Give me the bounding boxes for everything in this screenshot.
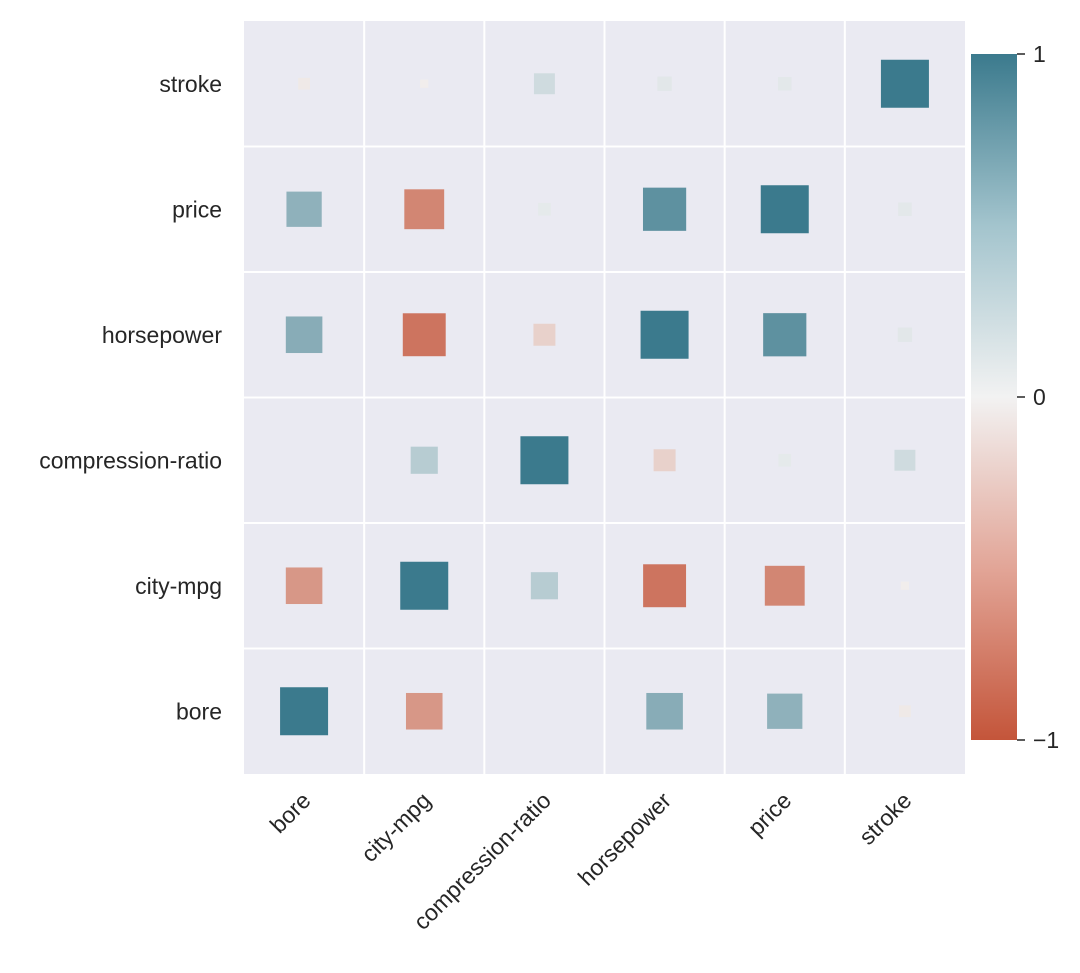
colorbar-tick-label: −1 bbox=[1033, 727, 1059, 753]
heatmap-cell-stroke-price bbox=[777, 76, 792, 91]
heatmap-cell-stroke-compression-ratio bbox=[533, 73, 555, 95]
heatmap-cell-city-mpg-horsepower bbox=[643, 564, 687, 608]
heatmap-cell-bore-city-mpg bbox=[405, 692, 443, 730]
heatmap-cell-stroke-city-mpg bbox=[420, 79, 429, 88]
heatmap-cell-price-city-mpg bbox=[404, 189, 445, 230]
heatmap-cell-horsepower-price bbox=[763, 313, 807, 357]
heatmap-cell-price-horsepower bbox=[642, 187, 687, 231]
heatmap-cell-price-price bbox=[760, 185, 809, 234]
y-tick-labels: stroke price horsepower compression-ratio ci… bbox=[39, 71, 222, 725]
y-tick-label: city-mpg bbox=[135, 573, 222, 599]
colorbar-tick-label: 1 bbox=[1033, 41, 1046, 67]
heatmap-cells bbox=[280, 59, 929, 736]
x-tick-label: city-mpg bbox=[356, 787, 436, 867]
heatmap-cell-price-compression-ratio bbox=[538, 202, 551, 216]
heatmap-cell-city-mpg-price bbox=[764, 565, 805, 606]
x-tick-label: bore bbox=[265, 787, 316, 838]
heatmap-cell-stroke-horsepower bbox=[657, 76, 672, 91]
heatmap-cell-price-bore bbox=[286, 191, 322, 227]
heatmap-cell-compression-ratio-price bbox=[778, 453, 792, 467]
heatmap-cell-city-mpg-compression-ratio bbox=[530, 572, 558, 600]
heatmap-cell-horsepower-city-mpg bbox=[402, 313, 446, 357]
heatmap-cell-compression-ratio-city-mpg bbox=[410, 446, 438, 474]
heatmap-cell-bore-price bbox=[767, 693, 803, 729]
y-tick-label: bore bbox=[176, 698, 222, 724]
heatmap-cell-city-mpg-bore bbox=[285, 567, 323, 605]
x-tick-label: price bbox=[743, 787, 797, 841]
x-tick-label: stroke bbox=[854, 787, 917, 850]
heatmap-cell-price-stroke bbox=[898, 202, 912, 217]
colorbar: 1 0 −1 bbox=[971, 41, 1059, 753]
heatmap-cell-city-mpg-city-mpg bbox=[400, 561, 449, 610]
heatmap-cell-city-mpg-stroke bbox=[900, 581, 910, 590]
y-tick-label: horsepower bbox=[102, 322, 223, 348]
x-tick-label: horsepower bbox=[573, 787, 677, 891]
heatmap-cell-compression-ratio-horsepower bbox=[653, 449, 676, 472]
heatmap-cell-stroke-bore bbox=[298, 77, 310, 90]
heatmap-cell-bore-bore bbox=[280, 687, 329, 736]
heatmap-cell-compression-ratio-compression-ratio bbox=[520, 436, 569, 485]
heatmap-cell-horsepower-bore bbox=[285, 316, 323, 354]
heatmap-cell-stroke-stroke bbox=[880, 59, 929, 108]
y-tick-label: price bbox=[172, 196, 222, 222]
heatmap-cell-horsepower-stroke bbox=[897, 327, 913, 342]
heatmap-cell-bore-stroke bbox=[899, 705, 911, 718]
heatmap-cell-bore-horsepower bbox=[646, 692, 683, 730]
heatmap-cell-horsepower-compression-ratio bbox=[533, 323, 556, 346]
y-tick-label: compression-ratio bbox=[39, 447, 222, 473]
heatmap-cell-compression-ratio-stroke bbox=[894, 449, 916, 471]
colorbar-tick-label: 0 bbox=[1033, 384, 1046, 410]
grid-lines bbox=[244, 21, 965, 774]
heatmap-cell-horsepower-horsepower bbox=[640, 310, 689, 359]
colorbar-gradient bbox=[971, 54, 1017, 740]
y-tick-label: stroke bbox=[159, 71, 222, 97]
